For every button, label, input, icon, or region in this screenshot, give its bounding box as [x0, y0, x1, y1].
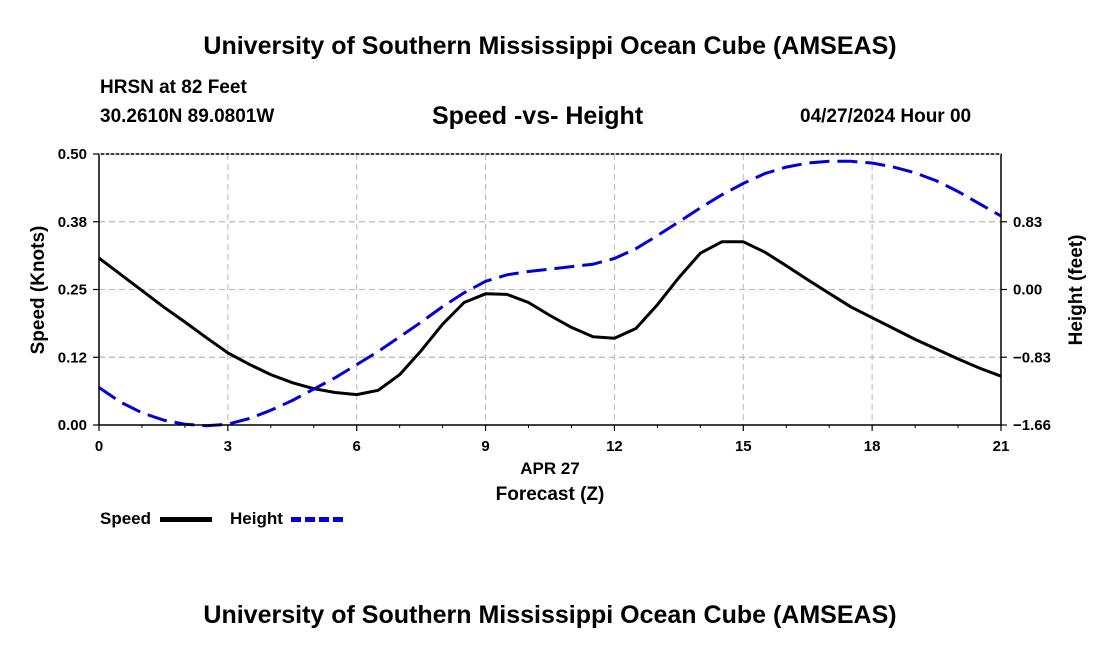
x-tick-label: 21 — [993, 438, 1010, 455]
x-tick-label: 9 — [481, 438, 489, 455]
station-label: HRSN at 82 Feet — [100, 77, 247, 98]
legend-speed-label: Speed — [100, 509, 152, 528]
legend-speed-swatch — [160, 517, 212, 522]
bottom-title: University of Southern Mississippi Ocean… — [203, 601, 897, 629]
y-left-tick-label: 0.50 — [58, 146, 87, 163]
top-title: University of Southern Mississippi Ocean… — [203, 32, 897, 60]
x-tick-label: 12 — [606, 438, 623, 455]
y-right-tick-label: 0.00 — [1013, 282, 1042, 299]
chart-title: Speed -vs- Height — [432, 102, 644, 130]
y-left-tick-label: 0.12 — [58, 349, 87, 366]
x-tick-label: 0 — [95, 438, 103, 455]
speed-series-line — [98, 240, 1002, 397]
y-right-axis-label: Height (feet) — [1066, 235, 1087, 346]
x-axis-sublabel: APR 27 — [520, 459, 580, 478]
y-left-axis-label: Speed (Knots) — [28, 226, 49, 355]
y-right-tick-label: 0.83 — [1013, 214, 1042, 231]
y-right-tick-label: −1.66 — [1013, 417, 1051, 434]
x-tick-label: 6 — [353, 438, 361, 455]
legend-height-swatch — [291, 517, 343, 522]
y-left-tick-label: 0.25 — [58, 282, 87, 299]
y-left-tick-label: 0.38 — [58, 214, 87, 231]
x-axis-label: Forecast (Z) — [496, 484, 605, 505]
x-tick-label: 18 — [864, 438, 881, 455]
x-tick-label: 3 — [224, 438, 232, 455]
legend-height-label: Height — [230, 509, 283, 528]
height-series-line — [98, 159, 1002, 428]
y-left-tick-label: 0.00 — [58, 417, 87, 434]
coordinates-label: 30.2610N 89.0801W — [100, 106, 275, 127]
x-tick-label: 15 — [735, 438, 752, 455]
forecast-datetime: 04/27/2024 Hour 00 — [800, 106, 972, 127]
y-right-tick-label: −0.83 — [1013, 349, 1051, 366]
